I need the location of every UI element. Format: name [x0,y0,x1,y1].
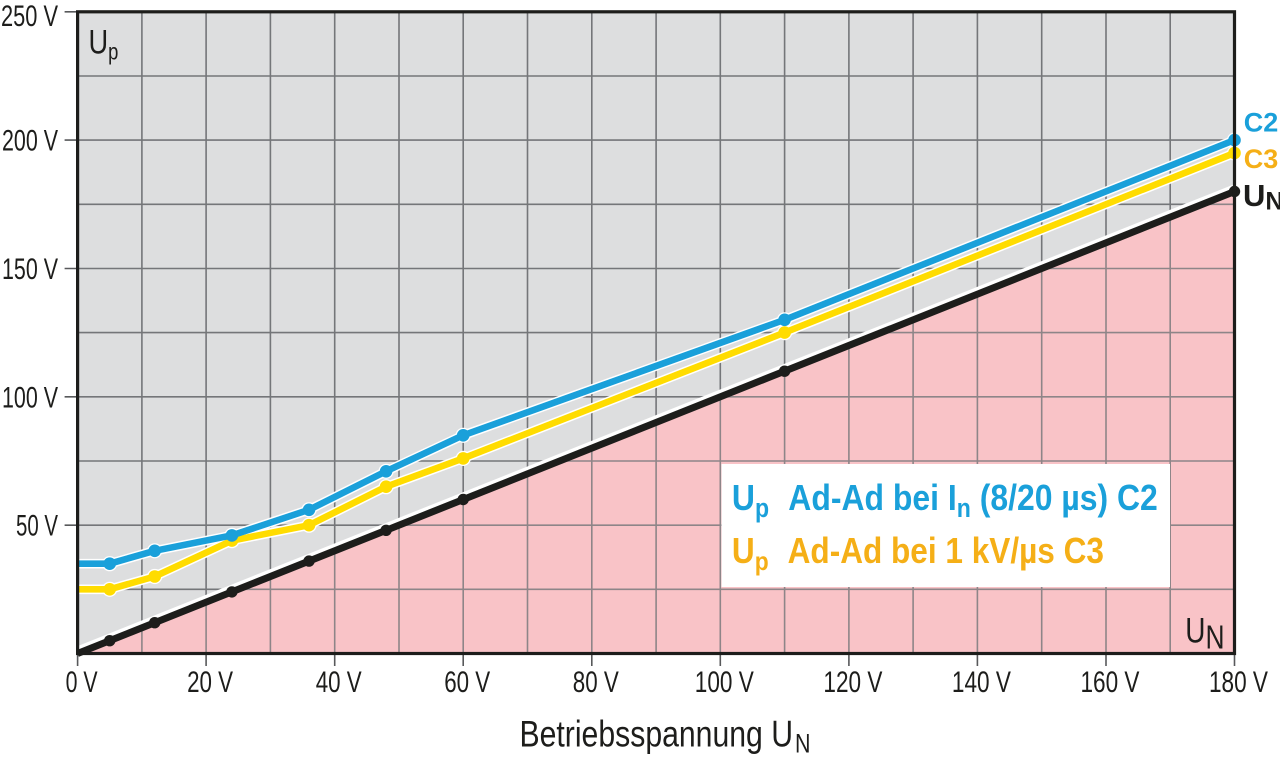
svg-text:200 V: 200 V [2,125,58,158]
svg-text:C3: C3 [1244,144,1279,174]
svg-text:20 V: 20 V [187,666,233,699]
svg-text:180 V: 180 V [1209,666,1268,699]
svg-text:Betriebsspannung U: Betriebsspannung U [520,714,794,755]
svg-text:C2: C2 [1244,108,1279,138]
svg-text:40 V: 40 V [316,666,362,699]
svg-text:0 V: 0 V [66,666,98,699]
svg-text:80 V: 80 V [573,666,619,699]
svg-text:60 V: 60 V [444,666,490,699]
svg-text:N: N [795,729,811,759]
svg-text:250 V: 250 V [1,0,58,33]
svg-text:140 V: 140 V [952,666,1011,699]
svg-text:160 V: 160 V [1081,666,1140,699]
svg-text:50 V: 50 V [16,510,58,543]
svg-text:150 V: 150 V [2,253,58,286]
svg-text:Up Ad-Ad bei 1 kV/µs C3: Up Ad-Ad bei 1 kV/µs C3 [732,531,1104,576]
svg-text:100 V: 100 V [695,666,754,699]
svg-text:100 V: 100 V [2,381,58,414]
svg-text:120 V: 120 V [823,666,882,699]
svg-text:Up Ad-Ad bei In (8/20 µs) C2: Up Ad-Ad bei In (8/20 µs) C2 [732,478,1158,523]
